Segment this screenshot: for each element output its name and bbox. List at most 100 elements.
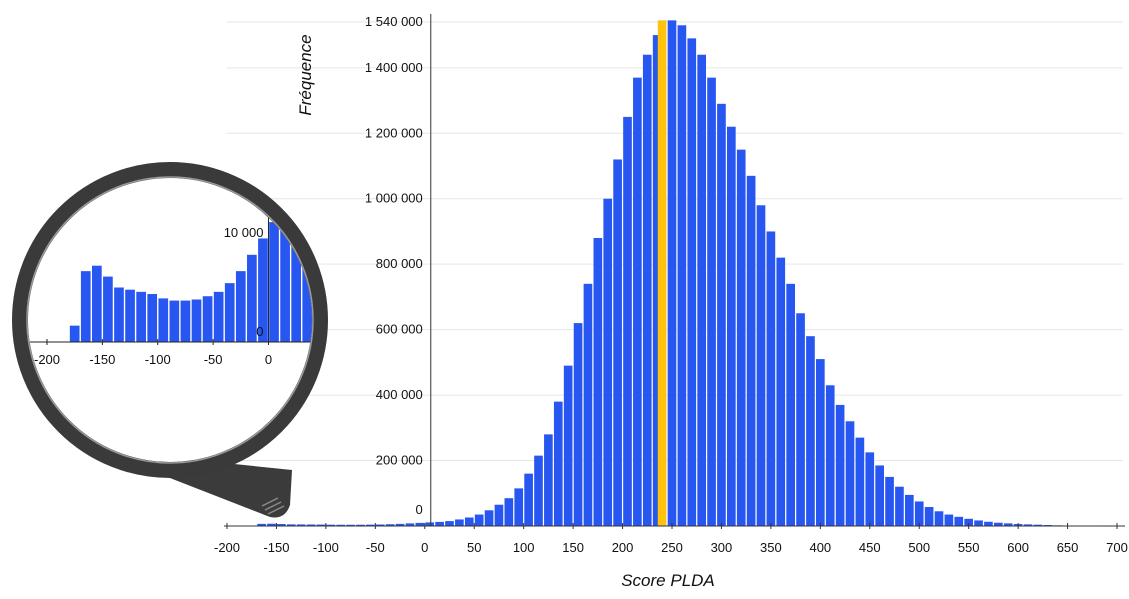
magnifier-bar [258,238,268,342]
magnifier-x-tick-label: -150 [89,352,115,367]
x-tick-label: 150 [562,540,584,555]
histogram-bar [895,486,904,526]
histogram-bar [642,54,652,527]
magnifier-bar [302,178,312,342]
y-tick-label: 800 000 [376,256,423,271]
histogram-bar [786,283,795,526]
histogram-bar [796,313,805,526]
x-tick-label: 450 [859,540,881,555]
x-tick-label: 500 [908,540,930,555]
x-tick-labels: -200 -150 -100 -50 0 50 100 150 200 250 300 350 400 4… [214,523,1128,555]
histogram-bar [914,501,924,526]
x-tick-label: 350 [760,540,782,555]
y-tick-label: 1 000 000 [365,191,423,206]
histogram-bar [267,523,276,526]
histogram-bar [697,54,706,527]
magnifier-bar [235,271,246,342]
histogram-bar [464,517,474,526]
magnifier-bar [213,291,224,342]
y-tick-label: 1 540 000 [365,14,423,29]
x-tick-label: 0 [421,540,428,555]
magnifier-bar [103,276,113,342]
histogram-bar [286,524,296,526]
histogram-bar [385,524,395,526]
histogram-bar [717,103,726,527]
histogram-bar [395,523,405,526]
histogram-bar [825,385,835,526]
histogram-bar [435,521,444,526]
histogram-bar [445,521,454,526]
x-tick-label: -50 [366,540,385,555]
y-tick-label: 1 400 000 [365,60,423,75]
histogram-bar [356,524,365,526]
histogram-bar [296,524,306,526]
x-tick-label: 550 [958,540,980,555]
histogram-bar [415,522,425,526]
histogram-bar [306,524,316,526]
histogram-bar [1003,523,1013,526]
magnifier-x-tick-label: -50 [204,352,223,367]
histogram-bar [885,476,894,526]
histogram-bar [727,126,736,527]
magnifier-ring-highlight [26,176,314,464]
magnifier-bar [136,291,146,342]
magnifier-bar [158,298,169,342]
histogram-bar [405,523,415,526]
magnifier-bar [325,0,335,342]
magnifier-bar [147,294,158,342]
histogram-bar [835,404,845,526]
histogram-bar [623,116,632,526]
histogram-bar [494,504,504,526]
histogram-bar [924,507,934,526]
histogram-bar [474,514,484,526]
histogram-bar [534,455,543,526]
histogram-bar [707,77,716,527]
histogram-bar [657,20,667,526]
magnifier-bar [224,283,235,342]
histogram-bar [845,421,855,526]
axes [224,14,1125,527]
x-tick-label: 50 [467,540,481,555]
magnifier-bar [202,296,213,342]
histogram-bar [687,38,697,526]
y-tick-label: 200 000 [376,453,423,468]
histogram-bar [504,498,514,526]
histogram-bar [865,452,875,526]
histogram-bar [573,323,583,526]
histogram-bar [776,257,786,526]
histogram-bar [375,524,385,526]
x-tick-label: 400 [809,540,831,555]
x-tick-label: 300 [711,540,733,555]
magnifier-bar [69,325,80,342]
histogram-bar [544,434,553,526]
magnifier-bar [291,178,302,342]
y-tick-labels: 0 200 000 400 000 600 000 800 000 1 000 000 1 … [365,14,423,517]
magnifier-bar [114,287,124,342]
histogram-bar [277,524,286,526]
histogram-bar [633,77,642,527]
x-tick-label: -200 [214,540,240,555]
histogram-bar [603,198,613,526]
magnifier-x-tick-labels: -200 -150 -100 -50 0 50 [34,339,272,367]
histogram-bar [875,465,884,526]
histogram-bar [944,514,954,526]
magnifier-inset: -200 -150 -100 -50 0 50 010 000 [12,0,335,518]
histogram-bar [455,519,464,526]
histogram-bar [257,523,266,526]
histogram-bar [855,437,865,526]
histogram-bar [974,520,983,526]
histogram-bar [366,524,375,526]
y-axis-title: Fréquence [296,34,315,115]
histogram-bar [346,524,355,526]
x-tick-label: 250 [661,540,683,555]
x-tick-label: 100 [513,540,535,555]
histogram-bar [425,522,435,526]
magnifier-bar [169,300,180,342]
histogram-bar [766,231,776,527]
magnifier-bar [247,254,257,342]
x-tick-label: 650 [1057,540,1079,555]
x-tick-label: 600 [1007,540,1029,555]
magnifier-x-tick-label: -100 [145,352,171,367]
x-tick-label: -100 [313,540,339,555]
histogram-bar [816,359,825,526]
